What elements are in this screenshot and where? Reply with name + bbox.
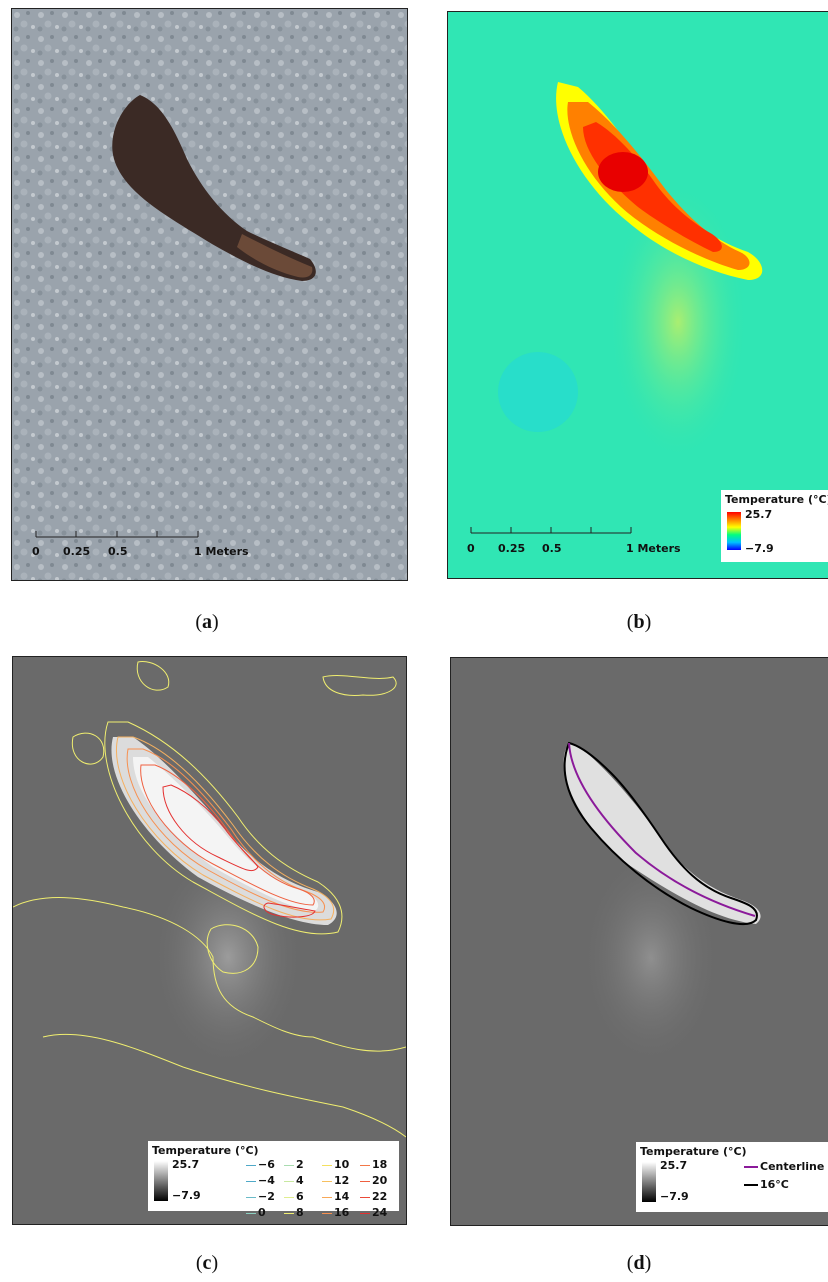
contour-label: 22 <box>372 1190 388 1203</box>
contour-level-item: 2 <box>284 1158 304 1171</box>
contour-label: 24 <box>372 1206 388 1219</box>
caption-b: (b) <box>626 611 652 633</box>
contour-level-item: 16 <box>322 1206 349 1219</box>
contour-label: 14 <box>334 1190 350 1203</box>
gray-ramp <box>154 1161 168 1201</box>
contour-level-item: −4 <box>246 1174 275 1187</box>
contour-swatch <box>360 1196 370 1198</box>
caption-letter: b <box>633 611 645 633</box>
contour-level-legend: −6 −4 −2 0 2 4 6 8 10 12 14 16 18 20 22 24 <box>246 1144 398 1219</box>
centerline-label: Centerline <box>760 1160 825 1173</box>
contour-level-item: 22 <box>360 1190 387 1203</box>
contour-image <box>13 657 406 1224</box>
scalebar-b: 0 0.25 0.5 1 Meters <box>448 12 828 578</box>
caption-letter: a <box>202 611 212 633</box>
contour-label: 16 <box>334 1206 350 1219</box>
legend-c: Temperature (°C) 25.7 −7.9 −6 −4 −2 0 2 4 6 8 10… <box>148 1141 399 1219</box>
caption-d: (d) <box>626 1252 652 1274</box>
legend-title: Temperature (°C) <box>640 1145 747 1158</box>
contour-label: 12 <box>334 1174 350 1187</box>
contour-swatch <box>246 1164 256 1166</box>
legend-min: −7.9 <box>172 1189 201 1202</box>
scalebar-label: 0.25 <box>498 542 526 555</box>
contour-level-item: 6 <box>284 1190 304 1203</box>
contour-level-item: 24 <box>360 1206 387 1219</box>
contour-level-item: 8 <box>284 1206 304 1219</box>
photo-image <box>12 9 407 580</box>
contour-level-item: 18 <box>360 1158 387 1171</box>
contour-level-item: −6 <box>246 1158 275 1171</box>
legend-centerline: Centerline <box>744 1160 824 1173</box>
legend-isotherm: 16°C <box>744 1178 789 1191</box>
scalebar-label: 0.25 <box>63 545 91 558</box>
contour-swatch <box>322 1196 332 1198</box>
contour-level-item: −2 <box>246 1190 275 1203</box>
contour-level-item: 10 <box>322 1158 349 1171</box>
gray-ramp <box>642 1162 656 1202</box>
contour-swatch <box>284 1164 294 1166</box>
scalebar-label: 0.5 <box>108 545 128 558</box>
isotherm-swatch <box>744 1184 758 1186</box>
caption-letter: c <box>202 1252 212 1274</box>
contour-swatch <box>360 1212 370 1214</box>
legend-b: Temperature (°C) 25.7 −7.9 <box>721 490 828 562</box>
scalebar-label: 1 Meters <box>626 542 681 555</box>
contour-swatch <box>246 1196 256 1198</box>
caption-a: (a) <box>195 611 219 633</box>
contour-label: −4 <box>258 1174 275 1187</box>
contour-swatch <box>322 1180 332 1182</box>
scalebar-label: 0.5 <box>542 542 562 555</box>
contour-level-item: 12 <box>322 1174 349 1187</box>
legend-min: −7.9 <box>660 1190 689 1203</box>
centerline-path <box>568 742 756 917</box>
contour-swatch <box>284 1196 294 1198</box>
contour-label: 8 <box>296 1206 304 1219</box>
thermal-image <box>448 12 828 578</box>
panel-c-contours: Temperature (°C) 25.7 −7.9 −6 −4 −2 0 2 4 6 8 10… <box>12 656 407 1225</box>
scalebar-a: 0 0.25 0.5 1 Meters <box>12 545 407 561</box>
contour-label: 10 <box>334 1158 350 1171</box>
contour-label: −6 <box>258 1158 275 1171</box>
legend-d: Temperature (°C) 25.7 −7.9 Centerline 16… <box>636 1142 828 1212</box>
scalebar-label: 0 <box>32 545 40 558</box>
scalebar-label: 0 <box>467 542 475 555</box>
contour-level-item: 0 <box>246 1206 266 1219</box>
panel-d-centerline: Temperature (°C) 25.7 −7.9 Centerline 16… <box>450 657 828 1226</box>
legend-title: Temperature (°C) <box>152 1144 259 1157</box>
seal-body <box>112 95 316 281</box>
contour-label: 0 <box>258 1206 266 1219</box>
caption-letter: d <box>633 1252 645 1274</box>
contour-swatch <box>284 1180 294 1182</box>
legend-min: −7.9 <box>745 542 774 555</box>
centerline-image <box>451 658 828 1225</box>
caption-c: (c) <box>195 1252 219 1274</box>
panel-a-photo: 0 0.25 0.5 1 Meters <box>11 8 408 581</box>
color-ramp <box>727 512 741 550</box>
contour-label: 4 <box>296 1174 304 1187</box>
contour-swatch <box>246 1180 256 1182</box>
scalebar-label: 1 Meters <box>194 545 249 558</box>
contour-label: 6 <box>296 1190 304 1203</box>
contour-label: 18 <box>372 1158 388 1171</box>
contour-swatch <box>284 1212 294 1214</box>
contour-label: 2 <box>296 1158 304 1171</box>
legend-title: Temperature (°C) <box>725 493 828 506</box>
contour-level-item: 4 <box>284 1174 304 1187</box>
contour-swatch <box>246 1212 256 1214</box>
legend-max: 25.7 <box>660 1159 688 1172</box>
contour-label: −2 <box>258 1190 275 1203</box>
contour-swatch <box>322 1164 332 1166</box>
contour-level-item: 20 <box>360 1174 387 1187</box>
contour-swatch <box>322 1212 332 1214</box>
legend-max: 25.7 <box>172 1158 200 1171</box>
legend-max: 25.7 <box>745 508 773 521</box>
isotherm-label: 16°C <box>760 1178 789 1191</box>
contour-swatch <box>360 1180 370 1182</box>
panel-b-thermal: 0 0.25 0.5 1 Meters Temperature (°C) 25.… <box>447 11 828 579</box>
contour-label: 20 <box>372 1174 388 1187</box>
contour-swatch <box>360 1164 370 1166</box>
contour-level-item: 14 <box>322 1190 349 1203</box>
centerline-swatch <box>744 1166 758 1168</box>
isotherm-16c-outline <box>563 741 758 925</box>
